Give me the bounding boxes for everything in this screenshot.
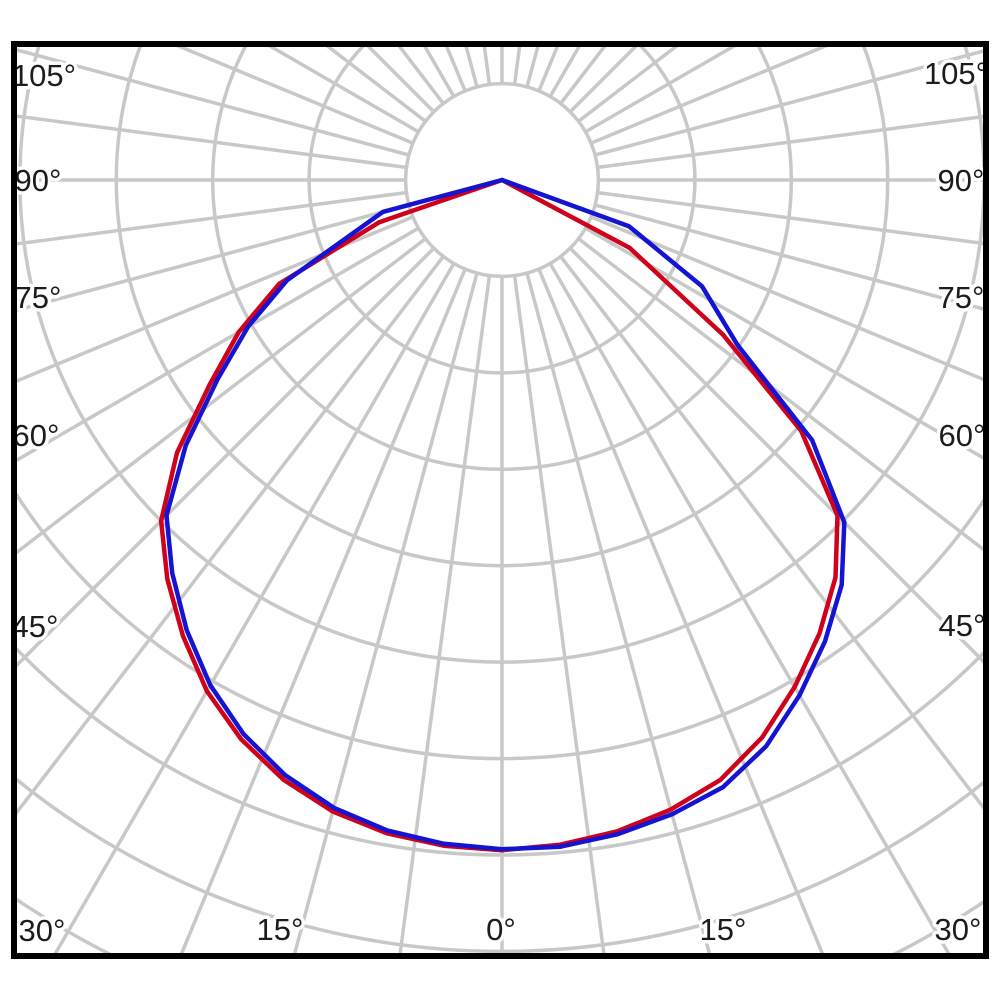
angle-tick-label-left-4: 45° (12, 609, 59, 644)
angle-tick-label-right-3: 60° (939, 418, 986, 453)
grid-ray (14, 47, 410, 157)
angle-tick-label-left-3: 60° (13, 418, 60, 453)
grid-ray (594, 48, 986, 157)
grid-ray (14, 215, 414, 385)
grid-ray (512, 275, 606, 956)
grid-ray (14, 113, 407, 170)
angle-tick-label-right-0: 105° (924, 56, 988, 91)
angle-tick-label-left-2: 75° (15, 280, 62, 315)
plot-border (11, 41, 989, 959)
angle-tick-label-bottom-4: 30° (935, 912, 982, 947)
angle-tick-label-bottom-2: 0° (486, 912, 516, 947)
grid-ray (292, 272, 479, 956)
grid-ray (597, 190, 986, 246)
grid-ray (14, 237, 427, 557)
grid-ray (577, 237, 986, 554)
grid-ray (14, 246, 436, 671)
grid-ray (398, 275, 492, 956)
grid-ray (590, 215, 986, 383)
grid-ray (14, 190, 407, 247)
grid-ray (568, 246, 986, 667)
angle-tick-label-bottom-3: 15° (700, 912, 747, 947)
grid-ray (525, 272, 712, 956)
angle-tick-label-right-1: 90° (938, 163, 985, 198)
grid-ray (14, 203, 410, 313)
angle-tick-label-left-0: 105° (12, 58, 76, 93)
grid-ray (590, 44, 835, 145)
angle-tick-label-bottom-1: 15° (257, 912, 304, 947)
grid-ray (14, 255, 445, 819)
grid-ray (594, 203, 986, 312)
grid-ray (597, 114, 986, 170)
grid-ray (559, 255, 986, 814)
angle-tick-label-left-1: 90° (15, 163, 62, 198)
grid-ray (537, 268, 826, 956)
blue-curve (164, 177, 847, 852)
grid-ray (584, 226, 986, 462)
grid-ray (169, 44, 414, 145)
grid-ray (178, 268, 467, 956)
grid-ray (548, 262, 953, 956)
grid-ray (51, 262, 456, 956)
angle-tick-label-bottom-0: 30° (19, 913, 66, 948)
angle-tick-label-right-4: 45° (939, 608, 986, 643)
angle-tick-label-right-2: 75° (938, 280, 985, 315)
angle-tick-labels: 105° 90° 75° 60° 45° 105° 90° 75° 60° 45° 30° 15° 0°… (8, 53, 992, 952)
